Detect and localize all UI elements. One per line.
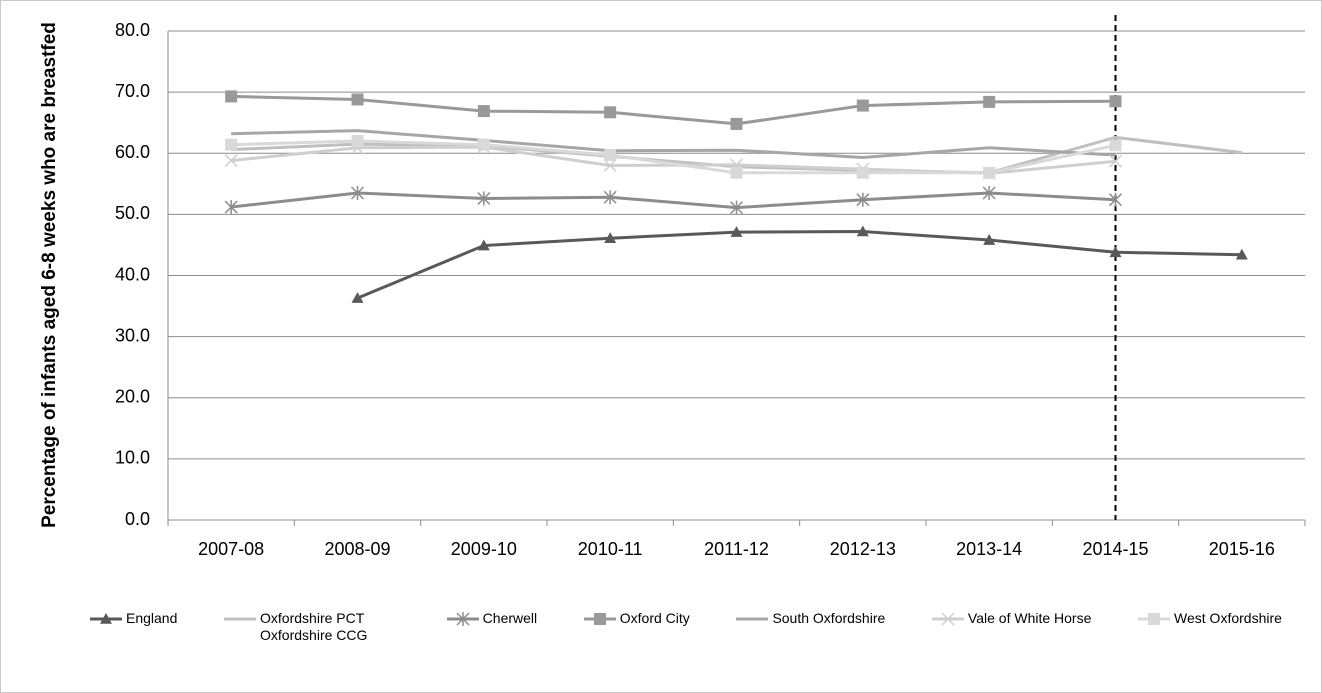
point [604, 106, 617, 119]
legend-swatch [1138, 613, 1171, 625]
series-line [231, 139, 1116, 175]
series-line [231, 135, 1243, 175]
legend-label: South Oxfordshire [772, 610, 886, 626]
y-axis-title: Percentage of infants aged 6-8 weeks who… [39, 22, 60, 528]
x-tick-label: 2007-08 [198, 539, 264, 559]
y-tick-label: 70.0 [115, 81, 150, 101]
legend-swatch [583, 613, 616, 625]
y-tick-label: 50.0 [115, 203, 150, 223]
point [856, 99, 869, 112]
point [1108, 192, 1123, 207]
point [224, 154, 238, 168]
point [730, 117, 743, 130]
y-tick-label: 60.0 [115, 142, 150, 162]
point [730, 166, 743, 179]
y-tick-label: 80.0 [115, 20, 150, 40]
legend-swatch [224, 617, 257, 621]
point [603, 190, 617, 205]
legend-label: West Oxfordshire [1174, 610, 1282, 626]
point [456, 612, 470, 626]
point [1235, 248, 1248, 260]
point [1108, 154, 1123, 168]
legend-item: South Oxfordshire [734, 610, 885, 644]
x-tick-label: 2008-09 [324, 539, 390, 559]
point [477, 239, 490, 251]
legend-label: Vale of White Horse [967, 610, 1092, 626]
point [1148, 613, 1161, 625]
point [351, 93, 364, 106]
point [225, 90, 238, 103]
x-tick-label: 2009-10 [451, 539, 517, 559]
legend-item: Oxfordshire PCT Oxfordshire CCG [222, 610, 400, 644]
point [856, 225, 869, 237]
series-line [231, 191, 1116, 210]
legend-item: Oxford City [582, 610, 690, 644]
legend-label: England [126, 610, 178, 626]
x-tick-label: 2010-11 [578, 539, 643, 559]
point [856, 192, 870, 207]
point [856, 166, 869, 179]
y-tick-label: 10.0 [115, 448, 150, 468]
point [604, 149, 617, 162]
legend-label: Cherwell [482, 610, 538, 626]
legend-swatch [931, 612, 964, 626]
point [982, 185, 996, 200]
x-tick-label: 2013-14 [956, 539, 1022, 559]
y-tick-label: 0.0 [125, 509, 150, 529]
point [351, 292, 364, 303]
point [603, 158, 617, 173]
point [941, 612, 955, 626]
x-tick-label: 2015-16 [1209, 539, 1275, 559]
point [983, 234, 996, 245]
point [983, 95, 996, 108]
point [477, 105, 490, 118]
point [983, 166, 996, 179]
y-tick-label: 40.0 [115, 264, 150, 284]
legend-swatch [446, 612, 479, 626]
legend-item: West Oxfordshire [1136, 610, 1282, 644]
x-tick-label: 2014-15 [1082, 539, 1148, 559]
legend: England Oxfordshire PCT Oxfordshire CCG Ch… [88, 610, 1282, 644]
legend-label: Oxford City [619, 610, 690, 626]
legend-label: Oxfordshire PCT Oxfordshire CCG [260, 610, 368, 643]
point [604, 232, 617, 244]
point [593, 613, 606, 625]
point [351, 135, 364, 148]
point [729, 200, 744, 215]
point [477, 191, 491, 206]
series-line [231, 94, 1116, 126]
series-line [231, 129, 1116, 160]
series-line [356, 229, 1242, 300]
point [1109, 95, 1122, 108]
point [1109, 246, 1122, 258]
legend-item: Cherwell [445, 610, 537, 644]
legend-swatch [736, 617, 769, 621]
legend-item: England [88, 610, 177, 644]
point [730, 226, 743, 237]
y-tick-label: 30.0 [115, 325, 150, 345]
x-tick-label: 2012-13 [830, 539, 896, 559]
point [1109, 139, 1122, 152]
point [224, 200, 238, 215]
point [350, 185, 365, 200]
legend-item: Vale of White Horse [930, 610, 1091, 644]
point [477, 138, 490, 151]
y-tick-label: 20.0 [115, 387, 150, 407]
point [225, 138, 238, 151]
point [100, 613, 112, 624]
x-tick-label: 2011-12 [704, 539, 769, 559]
legend-swatch [90, 613, 122, 624]
